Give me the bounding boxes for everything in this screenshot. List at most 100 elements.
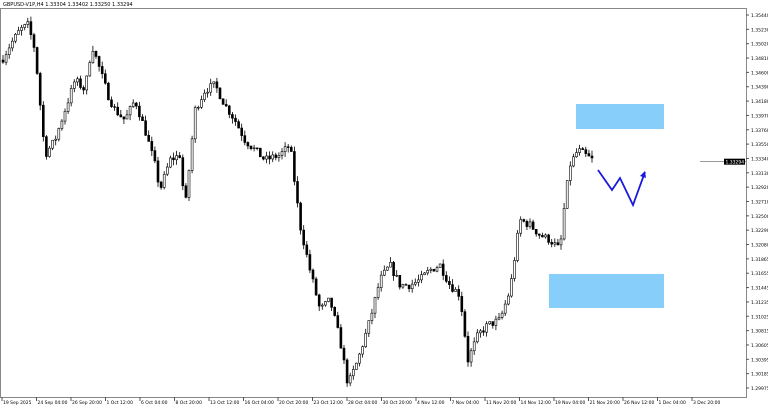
candle-body bbox=[296, 181, 299, 204]
supply-zone bbox=[576, 103, 664, 130]
y-tick-label: 1.32500 bbox=[751, 214, 768, 220]
candle-body bbox=[327, 297, 330, 302]
candle-body bbox=[559, 238, 563, 246]
y-tick-label: 1.30395 bbox=[751, 357, 768, 363]
candle-body bbox=[404, 284, 408, 286]
candle-body bbox=[454, 289, 457, 292]
candle-body bbox=[547, 234, 550, 243]
candle-body bbox=[57, 128, 61, 140]
candle-body bbox=[224, 104, 228, 107]
candle-body bbox=[423, 272, 426, 276]
candle-body bbox=[156, 160, 160, 183]
candle-body bbox=[144, 120, 147, 136]
candle-body bbox=[280, 151, 284, 156]
candle-body bbox=[333, 306, 337, 316]
candle-body bbox=[175, 155, 178, 161]
demand-zone bbox=[549, 273, 664, 309]
candle-body bbox=[66, 102, 70, 112]
candle-body bbox=[218, 87, 222, 100]
x-tick-label: 1 Oct 12:00 bbox=[107, 400, 134, 406]
candle-body bbox=[29, 21, 33, 36]
projection-path bbox=[597, 169, 646, 208]
candle-body bbox=[550, 242, 554, 245]
candle-body bbox=[32, 34, 36, 48]
candle-body bbox=[94, 50, 98, 57]
candle-body bbox=[407, 284, 411, 290]
candle-body bbox=[432, 268, 436, 272]
x-tick-label: 7 Nov 04:00 bbox=[452, 400, 480, 406]
candle-body bbox=[116, 106, 119, 116]
candle-body bbox=[122, 116, 126, 120]
candle-body bbox=[444, 275, 448, 282]
candle-body bbox=[317, 294, 321, 307]
candle-body bbox=[97, 56, 101, 67]
candle-body bbox=[525, 221, 529, 227]
y-tick-label: 1.32920 bbox=[751, 185, 768, 191]
candle-body bbox=[553, 242, 557, 245]
candle-body bbox=[556, 242, 560, 246]
y-tick-label: 1.30815 bbox=[751, 329, 768, 335]
candle-body bbox=[113, 106, 116, 108]
candle-body bbox=[54, 138, 58, 141]
candle-body bbox=[417, 279, 420, 283]
candle-body bbox=[497, 317, 501, 320]
candle-body bbox=[162, 173, 166, 188]
candle-body bbox=[389, 261, 392, 268]
x-tick-label: 19 Nov 04:00 bbox=[555, 400, 585, 406]
candle-body bbox=[45, 136, 48, 157]
candle-body bbox=[572, 156, 575, 167]
candle-body bbox=[73, 81, 76, 89]
candle-body bbox=[231, 114, 234, 119]
candle-body bbox=[128, 106, 132, 116]
candle-body bbox=[311, 269, 315, 280]
candle-body bbox=[147, 134, 150, 142]
x-tick-label: 16 Oct 04:00 bbox=[245, 400, 274, 406]
candle-body bbox=[562, 208, 566, 240]
candle-body bbox=[469, 350, 473, 363]
candle-body bbox=[339, 327, 343, 349]
candle-body bbox=[48, 147, 51, 157]
candle-body bbox=[435, 267, 439, 272]
candle-body bbox=[138, 105, 141, 118]
candle-body bbox=[11, 40, 14, 49]
candle-body bbox=[4, 54, 8, 63]
x-tick-label: 11 Nov 20:00 bbox=[486, 400, 516, 406]
candle-body bbox=[482, 330, 485, 333]
candle-body bbox=[494, 318, 498, 326]
candle-body bbox=[522, 219, 526, 222]
y-tick-label: 1.31865 bbox=[751, 257, 768, 263]
y-tick-label: 1.31235 bbox=[751, 300, 768, 306]
candle-body bbox=[410, 283, 414, 290]
candle-body bbox=[506, 295, 510, 305]
chart-title: GBPUSD-V1P,H4 1.33304 1.33402 1.33250 1.… bbox=[3, 2, 133, 8]
candle-body bbox=[255, 147, 259, 149]
candle-body bbox=[510, 278, 513, 297]
candle-body bbox=[528, 221, 532, 227]
candle-body bbox=[475, 332, 479, 343]
y-tick-label: 1.30605 bbox=[751, 343, 768, 349]
candle-body bbox=[479, 330, 482, 334]
candle-body bbox=[91, 50, 95, 63]
candle-body bbox=[376, 287, 380, 298]
y-tick-label: 1.32080 bbox=[751, 243, 768, 249]
y-tick-label: 1.33760 bbox=[751, 128, 768, 134]
x-tick-label: 14 Nov 12:00 bbox=[521, 400, 551, 406]
y-tick-label: 1.34810 bbox=[751, 56, 768, 62]
candle-body bbox=[7, 47, 11, 55]
candle-body bbox=[178, 155, 181, 158]
candle-body bbox=[395, 275, 399, 277]
x-tick-label: 26 Nov 12:00 bbox=[624, 400, 654, 406]
candle-body bbox=[531, 221, 535, 230]
candle-body bbox=[265, 155, 268, 160]
y-tick-label: 1.31025 bbox=[751, 314, 768, 320]
x-tick-label: 8 Oct 20:00 bbox=[176, 400, 203, 406]
candle-body bbox=[88, 62, 92, 77]
y-tick-label: 1.34390 bbox=[751, 85, 768, 91]
candle-body bbox=[41, 104, 45, 137]
candle-body bbox=[243, 135, 247, 143]
candle-body bbox=[35, 47, 39, 74]
candle-body bbox=[537, 233, 541, 236]
candle-body bbox=[104, 73, 107, 84]
